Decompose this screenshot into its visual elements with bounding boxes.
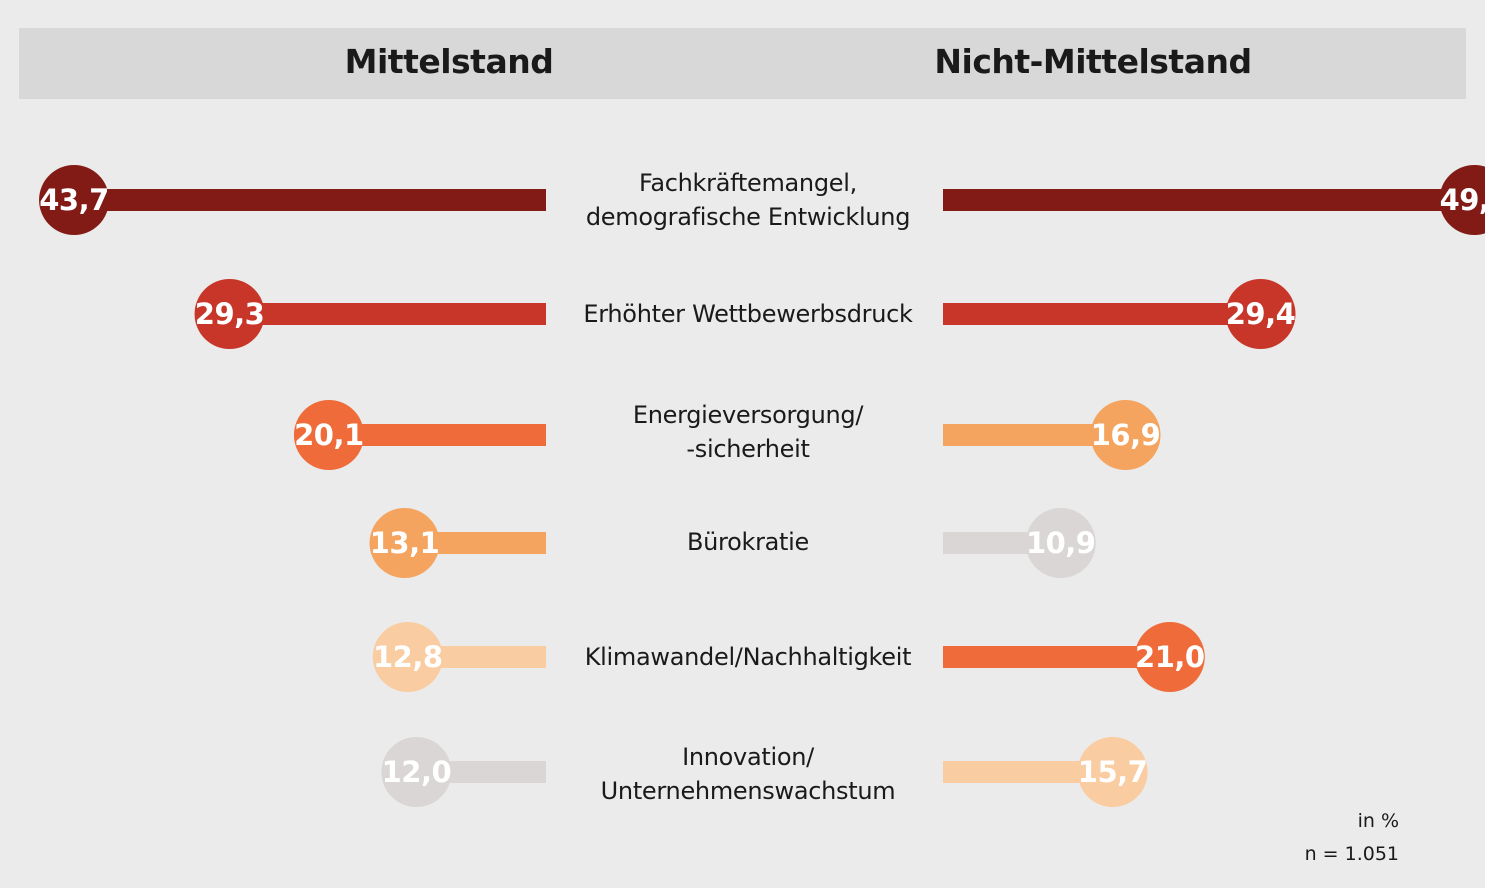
value-label-mittelstand-4: 12,8 xyxy=(373,640,443,674)
value-circle-nicht-mittelstand-3 xyxy=(1025,508,1096,578)
category-label-3: Bürokratie xyxy=(686,528,810,556)
value-label-nicht-mittelstand-0: 49,2 xyxy=(1440,183,1485,217)
bar-nicht-mittelstand-5 xyxy=(943,761,1113,783)
bar-nicht-mittelstand-2 xyxy=(943,424,1126,446)
value-circle-nicht-mittelstand-0 xyxy=(1439,165,1485,235)
value-circle-mittelstand-4 xyxy=(372,622,443,692)
value-label-nicht-mittelstand-3: 10,9 xyxy=(1026,526,1096,560)
value-label-nicht-mittelstand-2: 16,9 xyxy=(1091,418,1161,452)
unit-note: in % xyxy=(1357,810,1399,832)
category-label-4: Klimawandel/Nachhaltigkeit xyxy=(584,643,912,671)
panel-title-nicht-mittelstand: Nicht-Mittelstand xyxy=(934,42,1252,81)
value-circle-mittelstand-3 xyxy=(369,508,440,578)
value-circle-nicht-mittelstand-4 xyxy=(1134,622,1205,692)
value-circle-nicht-mittelstand-2 xyxy=(1090,400,1161,470)
bar-nicht-mittelstand-0 xyxy=(943,189,1475,211)
header-bar xyxy=(19,28,1466,99)
category-label-5: Innovation/Unternehmenswachstum xyxy=(600,743,896,805)
value-circle-mittelstand-5 xyxy=(381,737,452,807)
value-label-mittelstand-5: 12,0 xyxy=(382,755,452,789)
bar-mittelstand-3 xyxy=(404,532,546,554)
value-label-nicht-mittelstand-4: 21,0 xyxy=(1135,640,1205,674)
bar-nicht-mittelstand-1 xyxy=(943,303,1261,325)
value-label-mittelstand-1: 29,3 xyxy=(195,297,265,331)
value-circle-nicht-mittelstand-1 xyxy=(1225,279,1296,349)
bar-mittelstand-1 xyxy=(229,303,546,325)
sample-note: n = 1.051 xyxy=(1304,843,1399,865)
category-label-2: Energieversorgung/-sicherheit xyxy=(632,401,864,463)
value-circle-mittelstand-1 xyxy=(194,279,265,349)
value-circle-nicht-mittelstand-5 xyxy=(1077,737,1148,807)
value-label-nicht-mittelstand-1: 29,4 xyxy=(1226,297,1296,331)
value-label-nicht-mittelstand-5: 15,7 xyxy=(1078,755,1148,789)
value-circle-mittelstand-0 xyxy=(39,165,110,235)
panel-title-mittelstand: Mittelstand xyxy=(344,42,554,81)
value-label-mittelstand-3: 13,1 xyxy=(370,526,440,560)
value-circle-mittelstand-2 xyxy=(293,400,364,470)
bar-mittelstand-0 xyxy=(74,189,546,211)
category-label-1: Erhöhter Wettbewerbsdruck xyxy=(583,300,913,328)
bar-mittelstand-2 xyxy=(328,424,546,446)
bar-nicht-mittelstand-4 xyxy=(943,646,1170,668)
category-label-0: Fachkräftemangel, demografische Entwicklu… xyxy=(585,169,911,231)
value-label-mittelstand-2: 20,1 xyxy=(294,418,364,452)
value-label-mittelstand-0: 43,7 xyxy=(39,183,109,217)
